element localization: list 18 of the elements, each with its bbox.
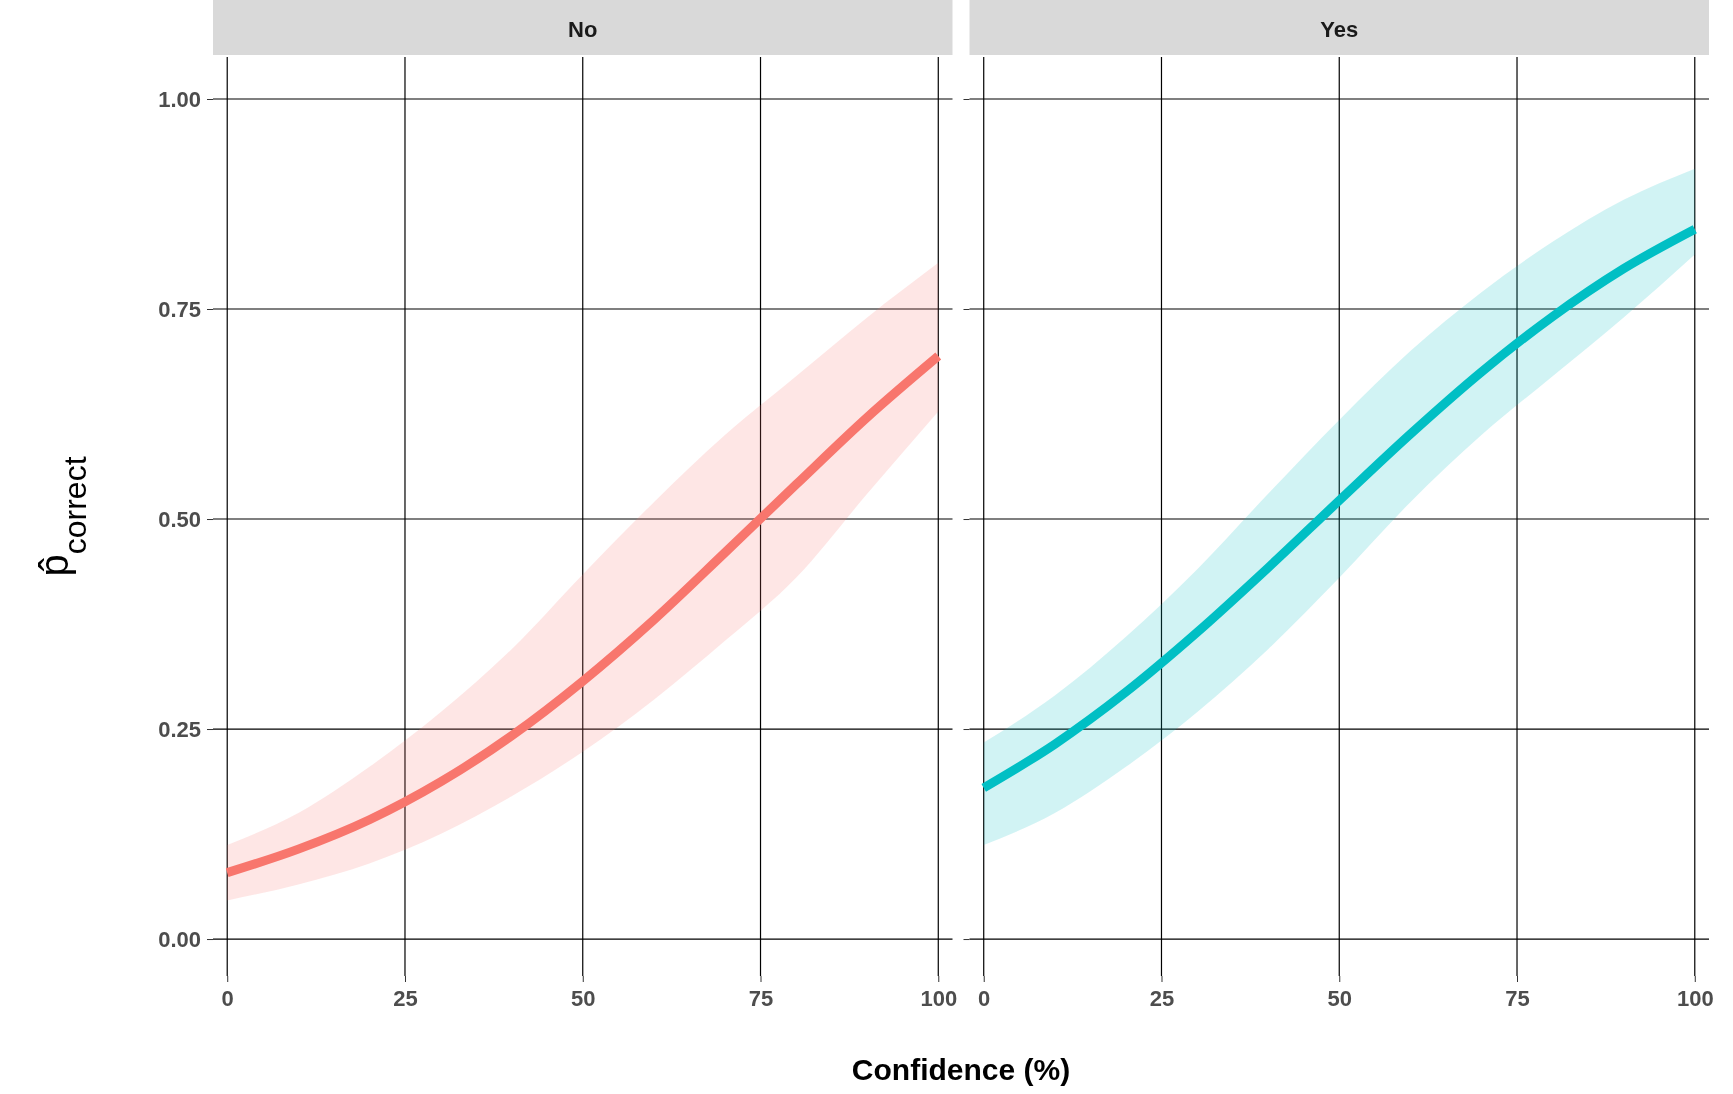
y-tick-label: 0.25 xyxy=(158,716,201,742)
y-tick-label: 0.75 xyxy=(158,296,201,322)
x-tick-label: 25 xyxy=(1149,985,1175,1011)
x-tick-label: 100 xyxy=(920,985,958,1011)
x-tick-label: 75 xyxy=(1505,985,1530,1011)
y-tick-label: 0.00 xyxy=(158,926,201,952)
x-tick-label: 0 xyxy=(978,985,991,1011)
x-tick-label: 0 xyxy=(221,985,234,1011)
y-tick-label: 1.00 xyxy=(158,86,201,112)
x-tick-label: 75 xyxy=(748,985,774,1011)
x-tick-label: 100 xyxy=(1676,985,1714,1011)
x-tick-label: 25 xyxy=(393,985,418,1011)
y-tick-label: 0.50 xyxy=(158,506,201,532)
chart-title: No xyxy=(568,16,598,42)
x-tick-label: 50 xyxy=(1327,985,1352,1011)
x-tick-label: 50 xyxy=(571,985,596,1011)
x-axis-title: Confidence (%) xyxy=(851,1053,1071,1086)
chart-title: Yes xyxy=(1320,16,1359,42)
